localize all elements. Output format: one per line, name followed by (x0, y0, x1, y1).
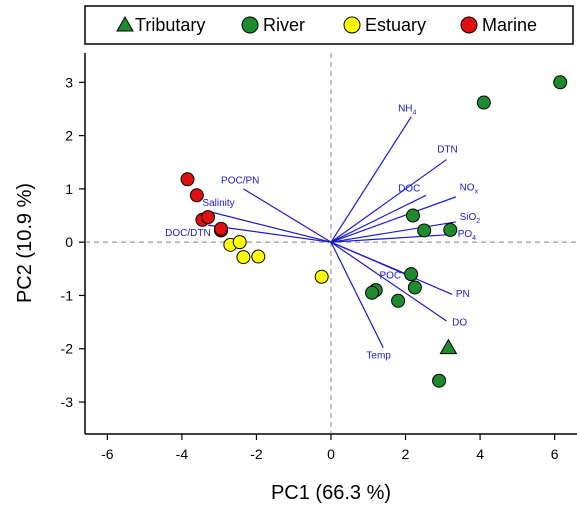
y-tick-label: -3 (61, 394, 74, 410)
loading-vector (330, 241, 384, 348)
loading-vector (330, 241, 453, 295)
loading-label: PN (456, 289, 470, 300)
y-tick-label: -2 (61, 341, 74, 357)
point-river (432, 373, 447, 388)
x-tick-label: 2 (402, 446, 410, 462)
point-river (407, 280, 422, 295)
y-tick-label: -1 (61, 287, 74, 303)
loading-label: DOC/DTN (165, 228, 211, 239)
sample-points (180, 75, 568, 388)
loading-vector (330, 194, 427, 243)
legend-marker-estuary (343, 16, 361, 34)
point-river (404, 267, 419, 282)
loading-vector (330, 233, 456, 243)
loading-vector (207, 224, 332, 243)
legend-label-estuary: Estuary (365, 15, 426, 35)
legend-label-tributary: Tributary (135, 15, 205, 35)
loading-label: PO4 (458, 229, 476, 242)
loading-label: SiO2 (460, 212, 481, 225)
x-tick-label: 4 (476, 446, 484, 462)
loading-label: NH4 (398, 104, 416, 117)
legend-frame (84, 5, 574, 45)
point-river (553, 75, 568, 90)
loading-label: POC/PN (221, 176, 259, 187)
loading-vector (330, 196, 457, 243)
legend: Tributary River Estuary Marine (84, 5, 574, 45)
x-tick-label: 6 (551, 446, 559, 462)
loading-label: Temp (366, 350, 391, 361)
point-marine (180, 172, 195, 187)
loading-label: DOC (398, 184, 420, 195)
loading-label: DTN (437, 145, 458, 156)
point-river (391, 293, 406, 308)
point-river (417, 223, 432, 238)
y-axis-title: PC2 (10.9 %) (14, 183, 36, 303)
x-tick-label: -6 (101, 446, 114, 462)
loading-vector (207, 210, 332, 243)
loading-vectors: NH4 DTN DOC NOx SiO2 PO4 POC PN DO Temp POC/PN Sali… (165, 104, 480, 362)
loading-label: DO (452, 317, 467, 328)
x-axis-title: PC1 (66.3 %) (271, 482, 391, 504)
loading-vector (243, 188, 332, 243)
legend-label-river: River (263, 15, 305, 35)
loading-vector (330, 116, 412, 243)
point-estuary (251, 249, 266, 264)
loading-vector (330, 221, 456, 243)
point-marine (214, 221, 229, 236)
point-estuary (236, 250, 251, 265)
y-tick-label: 2 (65, 128, 73, 144)
loading-label: Salinity (202, 198, 234, 209)
point-river (365, 285, 379, 300)
y-tick-label: 1 (65, 181, 73, 197)
y-tick-label: 0 (65, 234, 73, 250)
point-marine (189, 188, 204, 203)
point-tributary (439, 338, 458, 355)
point-river (443, 222, 458, 237)
x-tick-label: -4 (176, 446, 189, 462)
legend-label-marine: Marine (482, 15, 537, 35)
legend-marker-marine (460, 16, 478, 34)
y-ticks: 3 2 1 0 -1 -2 -3 (61, 74, 85, 410)
point-estuary (314, 269, 329, 284)
loading-label: POC (379, 270, 401, 281)
loading-label: NOx (460, 182, 479, 195)
legend-marker-tributary (116, 15, 134, 32)
point-river (406, 208, 420, 223)
legend-marker-river (241, 16, 259, 34)
x-tick-label: -2 (250, 446, 263, 462)
point-river (476, 95, 491, 110)
loading-vector (330, 159, 447, 243)
loading-vector (330, 241, 447, 322)
x-ticks: -6 -4 -2 0 2 4 6 (101, 434, 559, 462)
point-marine (201, 210, 215, 225)
x-tick-label: 0 (327, 446, 335, 462)
y-tick-label: 3 (65, 74, 73, 90)
point-estuary (232, 235, 247, 250)
